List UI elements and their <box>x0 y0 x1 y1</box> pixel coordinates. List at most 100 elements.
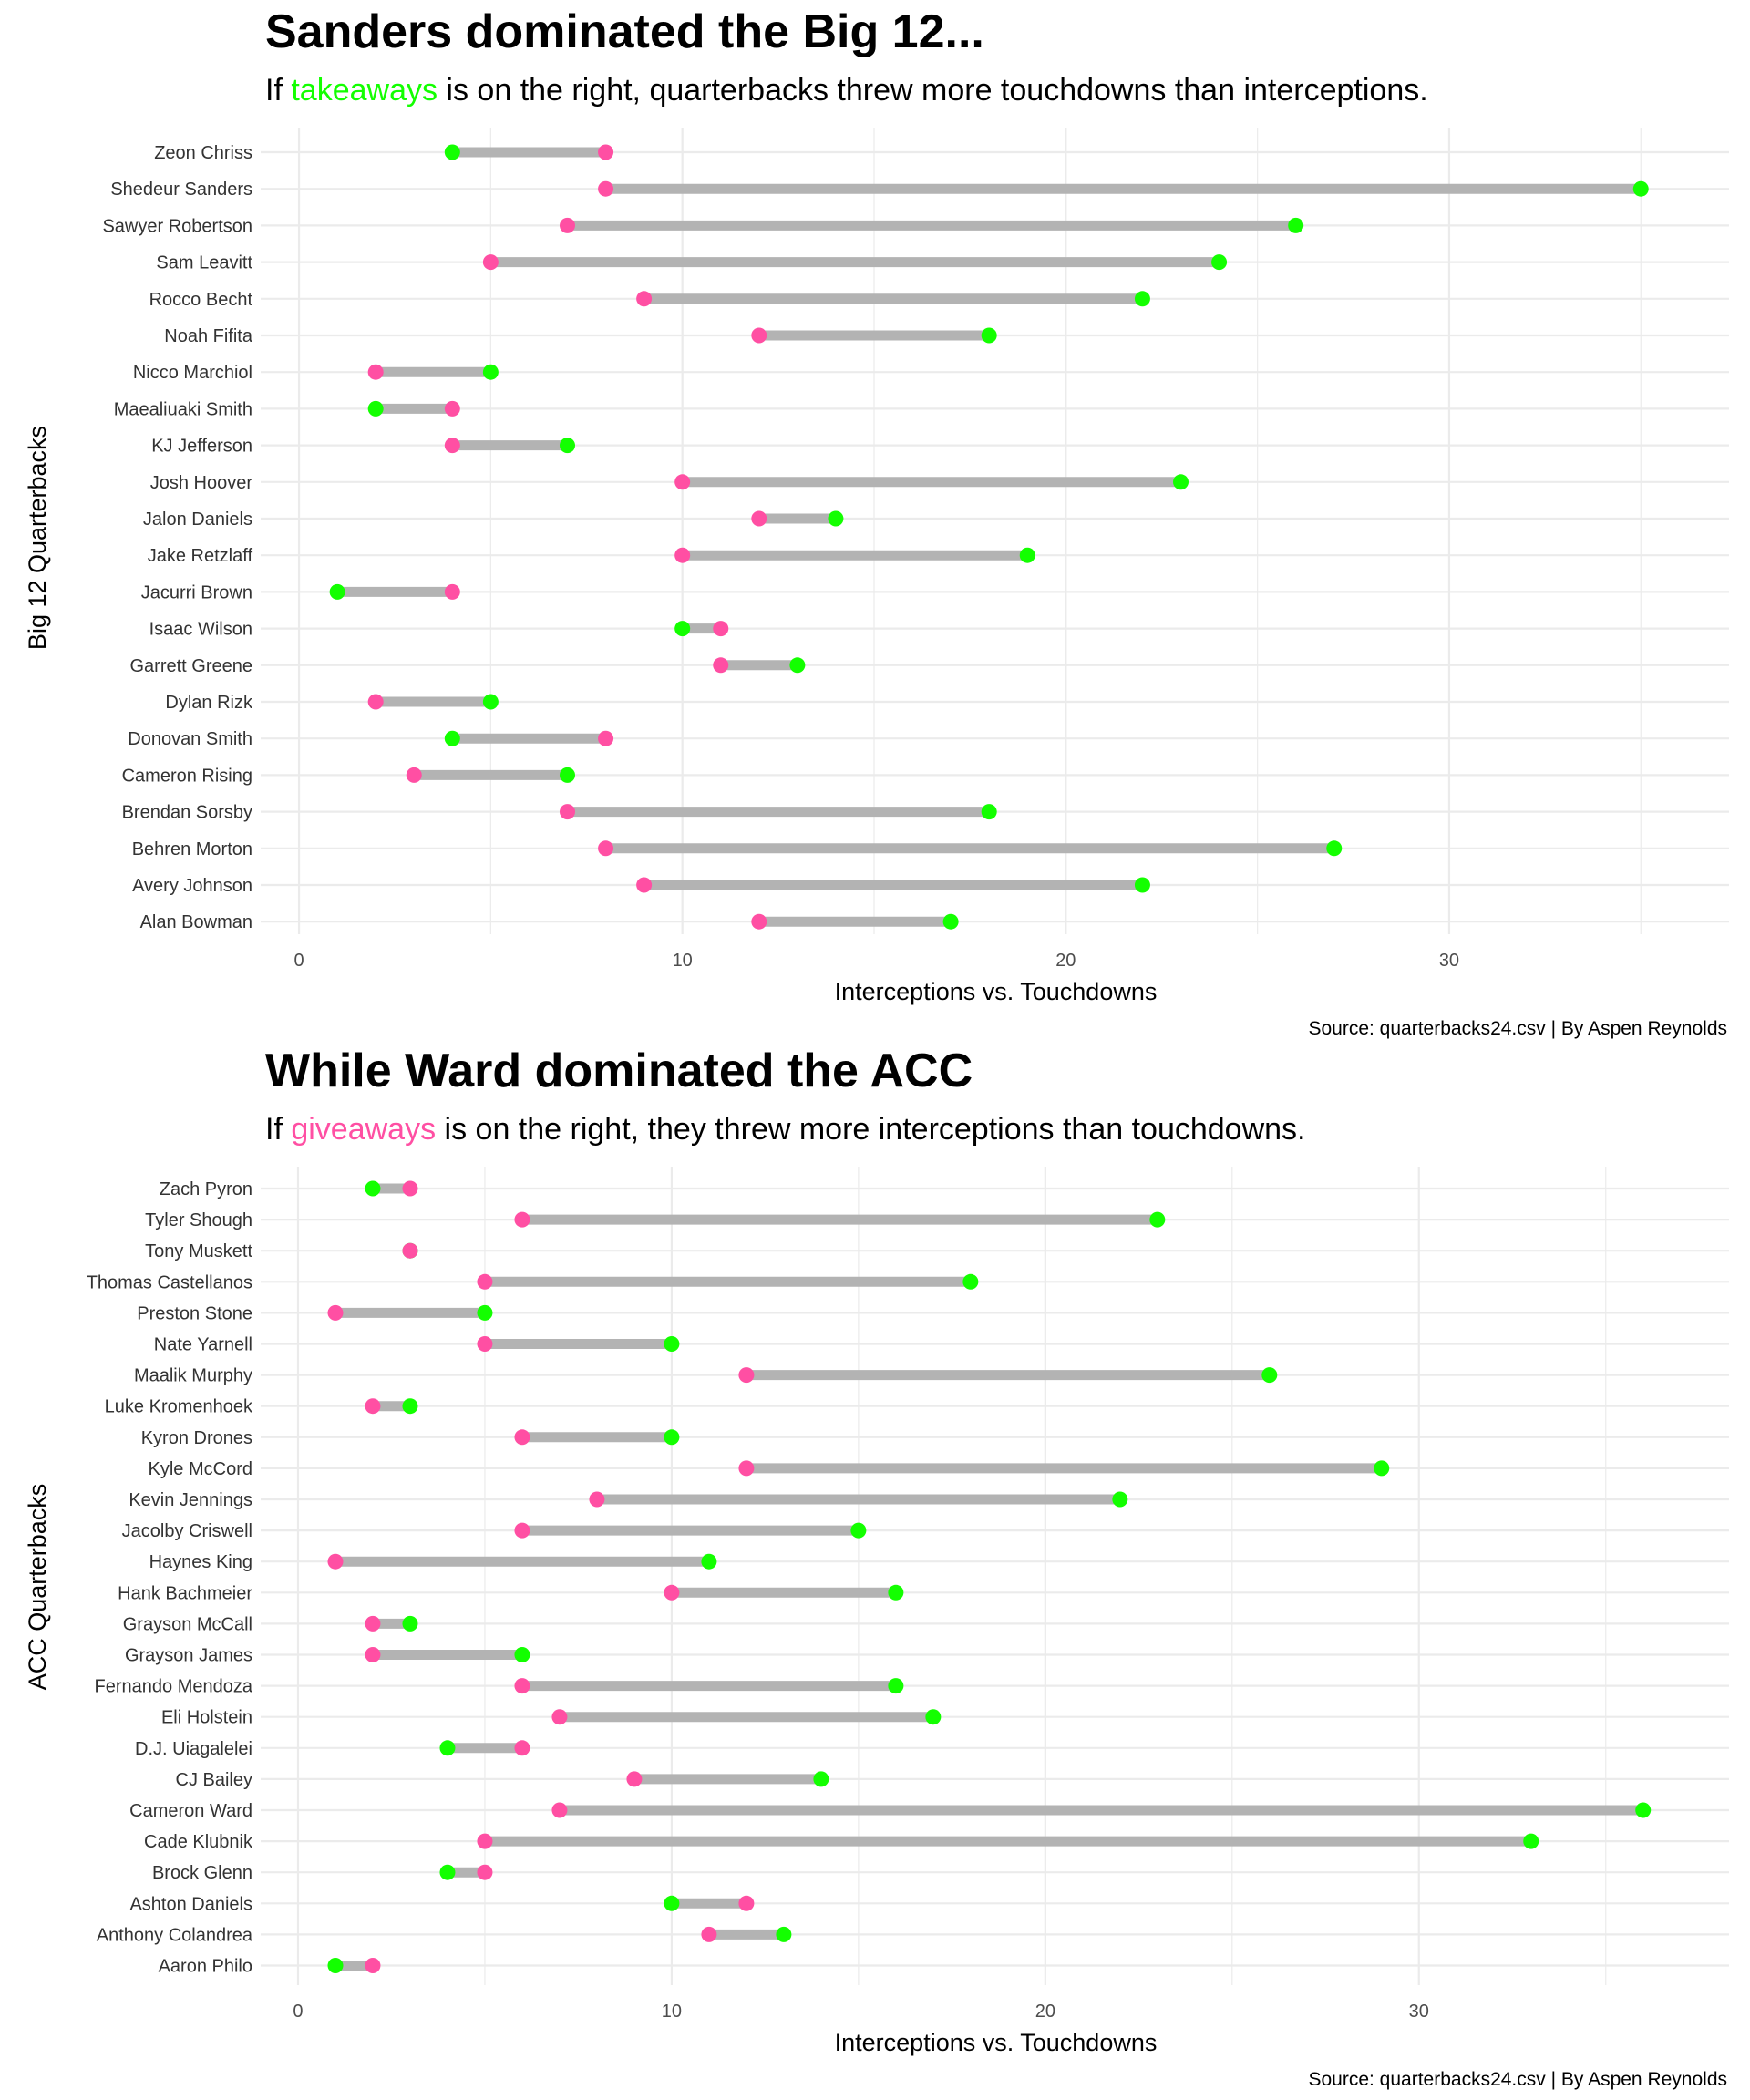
touchdowns-point <box>1149 1211 1166 1228</box>
touchdowns-point <box>514 1647 530 1662</box>
interceptions-point <box>367 694 384 710</box>
y-tick-label: Sam Leavitt <box>156 253 252 273</box>
interceptions-point <box>365 1958 381 1973</box>
touchdowns-point <box>942 913 959 930</box>
interceptions-point <box>327 1553 344 1570</box>
y-tick-label: Shedeur Sanders <box>110 180 252 200</box>
touchdowns-point <box>789 657 806 674</box>
x-tick-label: 0 <box>293 2002 303 2022</box>
interceptions-point <box>598 730 614 746</box>
touchdowns-point <box>1112 1491 1128 1508</box>
interceptions-point <box>560 217 576 233</box>
interceptions-point <box>551 1709 568 1725</box>
interceptions-point <box>713 621 729 637</box>
touchdowns-point <box>1326 840 1343 857</box>
touchdowns-point <box>439 1864 456 1880</box>
touchdowns-point <box>327 1958 344 1973</box>
interceptions-point <box>477 1273 493 1290</box>
chart1-caption: Source: quarterbacks24.csv | By Aspen Re… <box>1308 1018 1727 1039</box>
interceptions-point <box>738 1367 755 1384</box>
y-tick-label: Tony Muskett <box>145 1241 252 1261</box>
y-tick-label: Garrett Greene <box>129 656 252 676</box>
subtitle-text: If <box>265 73 291 108</box>
interceptions-point <box>738 1895 755 1911</box>
interceptions-point <box>626 1771 643 1787</box>
touchdowns-point <box>402 1615 418 1632</box>
touchdowns-point <box>1134 291 1150 307</box>
interceptions-point <box>406 767 422 783</box>
touchdowns-point <box>828 510 844 527</box>
touchdowns-point <box>664 1336 680 1352</box>
x-tick-label: 0 <box>294 951 304 971</box>
y-tick-label: Noah Fifita <box>164 326 253 346</box>
y-tick-label: Cameron Rising <box>122 766 252 786</box>
touchdowns-point <box>981 804 997 820</box>
y-tick-label: Donovan Smith <box>128 729 252 749</box>
touchdowns-point <box>402 1398 418 1415</box>
y-tick-label: CJ Bailey <box>176 1770 252 1790</box>
interceptions-point <box>477 1336 493 1352</box>
y-tick-label: Eli Holstein <box>161 1708 252 1728</box>
interceptions-point <box>598 840 614 857</box>
interceptions-point <box>674 474 691 490</box>
touchdowns-point <box>664 1429 680 1446</box>
y-tick-label: Hank Bachmeier <box>118 1583 252 1603</box>
y-tick-label: Kevin Jennings <box>129 1490 252 1510</box>
interceptions-point <box>664 1584 680 1601</box>
interceptions-point <box>636 877 653 893</box>
touchdowns-point <box>482 694 499 710</box>
y-tick-label: Aaron Philo <box>159 1957 252 1977</box>
y-tick-label: Jake Retzlaff <box>148 546 253 566</box>
y-tick-label: Anthony Colandrea <box>97 1925 253 1945</box>
interceptions-point <box>560 804 576 820</box>
touchdowns-point <box>1288 217 1304 233</box>
y-tick-label: Avery Johnson <box>132 876 252 896</box>
interceptions-point <box>751 327 767 344</box>
touchdowns-point <box>850 1522 867 1539</box>
y-tick-label: Grayson McCall <box>123 1614 252 1634</box>
y-tick-label: Jacolby Criswell <box>122 1521 252 1541</box>
interceptions-point <box>701 1926 717 1942</box>
y-tick-label: Jalon Daniels <box>143 510 252 530</box>
touchdowns-point <box>329 583 345 600</box>
touchdowns-point <box>1134 877 1150 893</box>
interceptions-point <box>551 1802 568 1818</box>
x-tick-label: 30 <box>1409 2002 1429 2022</box>
y-tick-label: Jacurri Brown <box>141 582 252 602</box>
y-tick-label: Zach Pyron <box>160 1179 252 1199</box>
touchdowns-point <box>444 730 460 746</box>
interceptions-point <box>367 364 384 380</box>
touchdowns-point <box>1019 547 1035 563</box>
interceptions-point <box>482 254 499 271</box>
chart2-subtitle: If giveaways is on the right, they threw… <box>265 1112 1306 1147</box>
interceptions-point <box>514 1429 530 1446</box>
subtitle-text: is on the right, they threw more interce… <box>436 1112 1305 1147</box>
interceptions-point <box>365 1647 381 1662</box>
touchdowns-point <box>1173 474 1189 490</box>
y-tick-label: Nicco Marchiol <box>133 363 252 383</box>
touchdowns-point <box>776 1926 792 1942</box>
interceptions-point <box>738 1460 755 1477</box>
touchdowns-point <box>1211 254 1228 271</box>
y-tick-label: Nate Yarnell <box>154 1335 252 1355</box>
interceptions-point <box>598 180 614 197</box>
chart1-x-axis-title: Interceptions vs. Touchdowns <box>835 978 1158 1005</box>
interceptions-point <box>477 1833 493 1849</box>
touchdowns-point <box>1635 1802 1652 1818</box>
touchdowns-point <box>444 144 460 160</box>
touchdowns-point <box>701 1553 717 1570</box>
x-tick-label: 20 <box>1055 951 1076 971</box>
subtitle-highlight: giveaways <box>291 1112 436 1147</box>
touchdowns-point <box>560 767 576 783</box>
y-tick-label: Haynes King <box>149 1552 252 1572</box>
touchdowns-point <box>477 1304 493 1321</box>
interceptions-point <box>514 1522 530 1539</box>
x-tick-label: 10 <box>673 951 693 971</box>
touchdowns-point <box>888 1584 904 1601</box>
chart1-title: Sanders dominated the Big 12... <box>265 5 984 58</box>
interceptions-point <box>444 400 460 417</box>
interceptions-point <box>327 1304 344 1321</box>
y-tick-label: Maalik Murphy <box>134 1366 252 1386</box>
touchdowns-point <box>1374 1460 1390 1477</box>
